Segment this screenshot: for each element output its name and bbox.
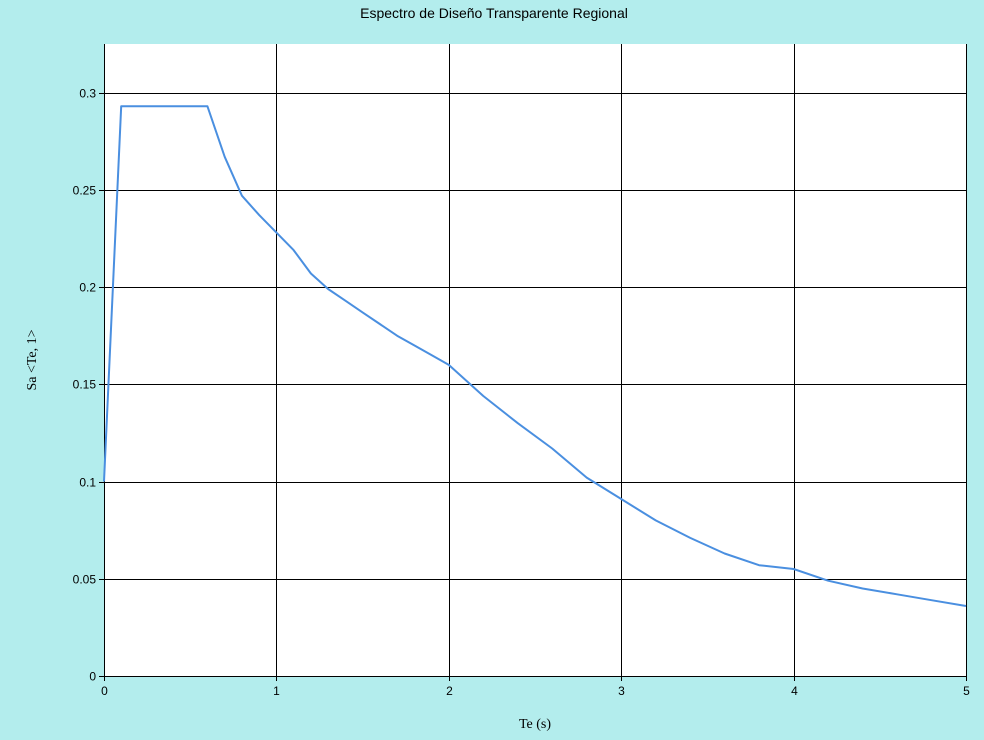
y-tick-label-1: 0.05 (73, 573, 97, 587)
plot-area (104, 44, 966, 676)
x-tick-label-3: 3 (618, 684, 625, 698)
y-tick-label-5: 0.25 (73, 184, 97, 198)
x-tick-label-5: 5 (963, 684, 970, 698)
chart-title: Espectro de Diseño Transparente Regional (360, 5, 628, 21)
series-line-0 (103, 105, 967, 607)
y-tick-label-6: 0.3 (79, 87, 96, 101)
y-axis-label: Sa <Te, 1> (25, 329, 40, 390)
x-axis-label: Te (s) (519, 717, 551, 732)
grid-lines (99, 44, 967, 681)
x-tick-label-1: 1 (273, 684, 280, 698)
x-tick-label-4: 4 (791, 684, 798, 698)
y-tick-label-3: 0.15 (73, 378, 97, 392)
y-tick-label-2: 0.1 (79, 476, 96, 490)
x-tick-label-2: 2 (446, 684, 453, 698)
y-tick-label-0: 0 (89, 670, 96, 684)
tick-labels: 0 1 2 3 4 5 0 0.05 0.1 0.15 0.2 0.25 0.3 (73, 87, 971, 699)
series-group (103, 105, 967, 607)
x-tick-label-0: 0 (101, 684, 108, 698)
y-tick-label-4: 0.2 (79, 281, 96, 295)
